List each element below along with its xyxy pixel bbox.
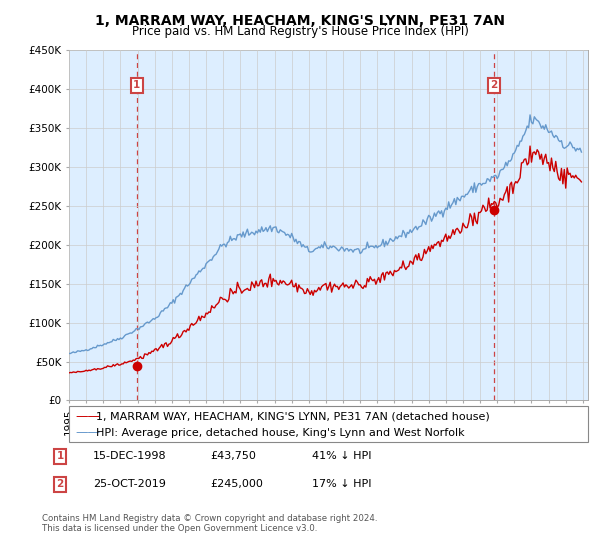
Text: 2: 2 [490, 81, 497, 90]
Text: 41% ↓ HPI: 41% ↓ HPI [312, 451, 371, 461]
Text: Price paid vs. HM Land Registry's House Price Index (HPI): Price paid vs. HM Land Registry's House … [131, 25, 469, 38]
Text: 1: 1 [56, 451, 64, 461]
Text: Contains HM Land Registry data © Crown copyright and database right 2024.
This d: Contains HM Land Registry data © Crown c… [42, 514, 377, 534]
Text: ——: —— [75, 409, 100, 423]
Text: 1: 1 [133, 81, 140, 90]
Text: 1, MARRAM WAY, HEACHAM, KING'S LYNN, PE31 7AN (detached house): 1, MARRAM WAY, HEACHAM, KING'S LYNN, PE3… [96, 411, 490, 421]
Text: 1, MARRAM WAY, HEACHAM, KING'S LYNN, PE31 7AN: 1, MARRAM WAY, HEACHAM, KING'S LYNN, PE3… [95, 14, 505, 28]
Text: ——: —— [75, 426, 100, 440]
Text: 25-OCT-2019: 25-OCT-2019 [93, 479, 166, 489]
Text: 15-DEC-1998: 15-DEC-1998 [93, 451, 167, 461]
Text: 17% ↓ HPI: 17% ↓ HPI [312, 479, 371, 489]
Text: 2: 2 [56, 479, 64, 489]
Text: HPI: Average price, detached house, King's Lynn and West Norfolk: HPI: Average price, detached house, King… [96, 428, 464, 438]
Text: £245,000: £245,000 [210, 479, 263, 489]
Text: £43,750: £43,750 [210, 451, 256, 461]
